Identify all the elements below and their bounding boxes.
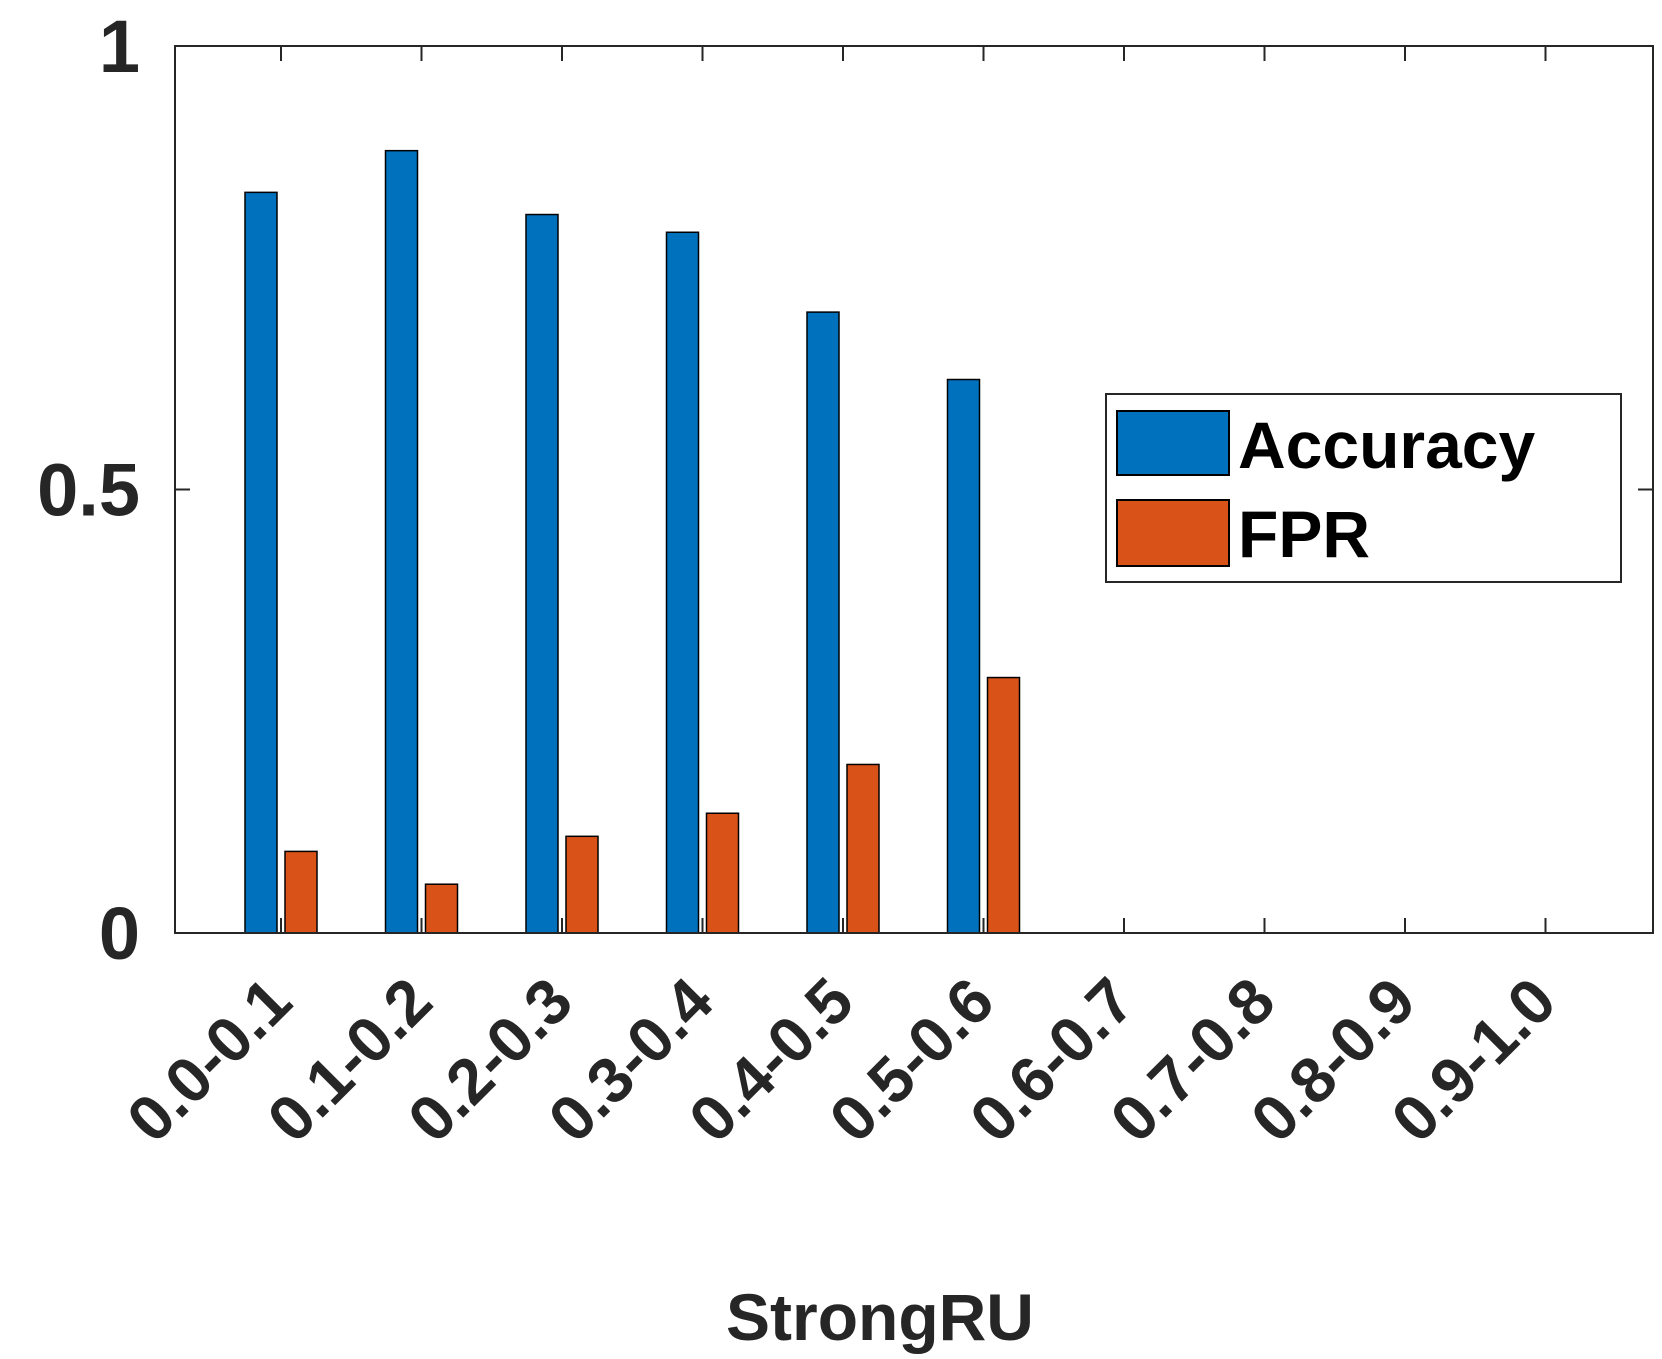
bar-fpr-5 — [986, 676, 1021, 934]
legend-label-accuracy: Accuracy — [1238, 408, 1535, 482]
y-tick-label-1: 0.5 — [37, 449, 140, 532]
y-axis-tick-labels: 00.51 — [37, 5, 140, 975]
bar-accuracy-2 — [525, 213, 559, 934]
bar-fpr-4 — [846, 763, 880, 934]
bar-accuracy-3 — [665, 231, 700, 934]
y-tick-label-2: 1 — [99, 5, 140, 88]
bar-accuracy-4 — [806, 311, 840, 934]
legend: Accuracy FPR — [1105, 393, 1622, 583]
bars — [244, 149, 1021, 934]
bar-fpr-2 — [565, 835, 599, 934]
bar-fpr-3 — [705, 812, 740, 934]
axis-ticks — [175, 45, 1653, 934]
bar-fpr-0 — [284, 850, 318, 934]
x-axis-tick-labels: 0.0-0.10.1-0.20.2-0.30.3-0.40.4-0.50.5-0… — [113, 964, 1569, 1156]
bar-accuracy-0 — [244, 191, 278, 934]
bar-fpr-1 — [424, 883, 459, 934]
x-axis-label: StrongRU — [726, 1280, 1034, 1354]
legend-label-fpr: FPR — [1238, 497, 1370, 571]
bar-accuracy-5 — [946, 378, 981, 934]
legend-swatch-accuracy — [1116, 410, 1230, 476]
y-tick-label-0: 0 — [99, 892, 140, 975]
bar-accuracy-1 — [384, 149, 419, 934]
legend-swatch-fpr — [1116, 499, 1230, 567]
